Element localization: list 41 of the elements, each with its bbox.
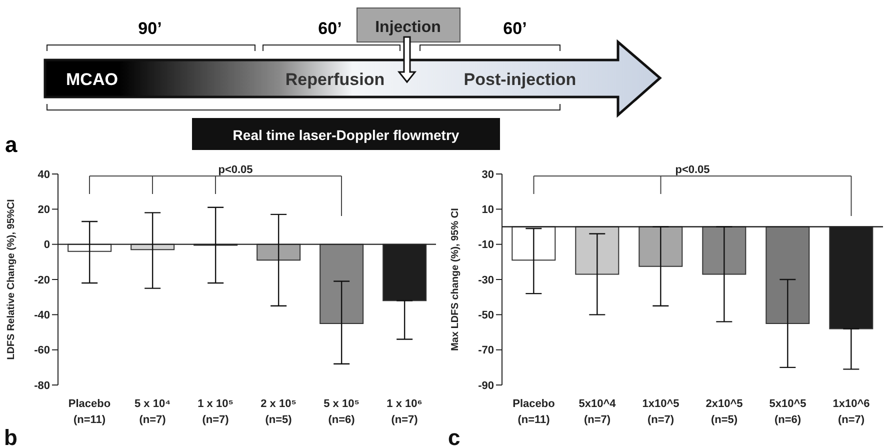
y-tick-label: -80 <box>34 380 50 392</box>
text: Reperfusion <box>285 70 385 89</box>
annotation: p<0.05 <box>218 164 253 176</box>
y-axis-title: Max LDFS change (%), 95% CI <box>450 208 461 351</box>
x-tick-label: Placebo (n=11) <box>512 398 556 426</box>
y-tick-label: 10 <box>482 204 494 216</box>
x-tick-label: Placebo (n=11) <box>68 398 111 426</box>
text: MCAO <box>66 70 118 89</box>
y-tick-label: -10 <box>478 239 494 252</box>
text: b <box>4 425 18 447</box>
text: Post-injection <box>464 70 576 89</box>
text: c <box>448 425 460 447</box>
y-axis-title: LDFS Relative Change (%), 95%CI <box>6 198 17 360</box>
text: a <box>5 132 18 157</box>
y-tick-label: 20 <box>38 204 50 216</box>
text: 60’ <box>318 19 342 38</box>
x-tick-label: 5 x 10⁴ (n=7) <box>134 398 171 426</box>
x-tick-label: 1 x 10⁶ (n=7) <box>386 398 422 426</box>
x-tick-label: 5x10^5 (n=6) <box>769 398 806 426</box>
x-tick-label: 5x10^4 (n=7) <box>578 398 617 426</box>
y-tick-label: -70 <box>478 344 494 357</box>
x-tick-label: 1x10^6 (n=7) <box>832 398 870 426</box>
x-tick-label: 2 x 10⁵ (n=5) <box>260 398 296 426</box>
x-tick-label: 2x10^5 (n=5) <box>706 398 743 426</box>
text: 90’ <box>138 19 162 38</box>
y-tick-label: -60 <box>34 344 50 357</box>
x-tick-label: 1 x 10⁵ (n=7) <box>198 398 234 426</box>
y-tick-label: 40 <box>38 168 50 181</box>
annotation: p<0.05 <box>675 164 710 176</box>
x-tick-label: 5 x 10⁵ (n=6) <box>324 398 360 426</box>
y-tick-label: -50 <box>478 310 494 322</box>
y-tick-label: 0 <box>44 239 50 252</box>
y-tick-label: -40 <box>34 310 50 322</box>
y-tick-label: 30 <box>482 168 494 181</box>
y-tick-label: -30 <box>478 274 494 286</box>
y-tick-label: -20 <box>34 274 50 286</box>
text: 60’ <box>503 19 527 38</box>
text: Injection <box>375 19 441 36</box>
x-tick-label: 1x10^5 (n=7) <box>642 398 680 426</box>
y-tick-label: -90 <box>478 380 494 392</box>
text: Real time laser-Doppler flowmetry <box>232 127 460 143</box>
